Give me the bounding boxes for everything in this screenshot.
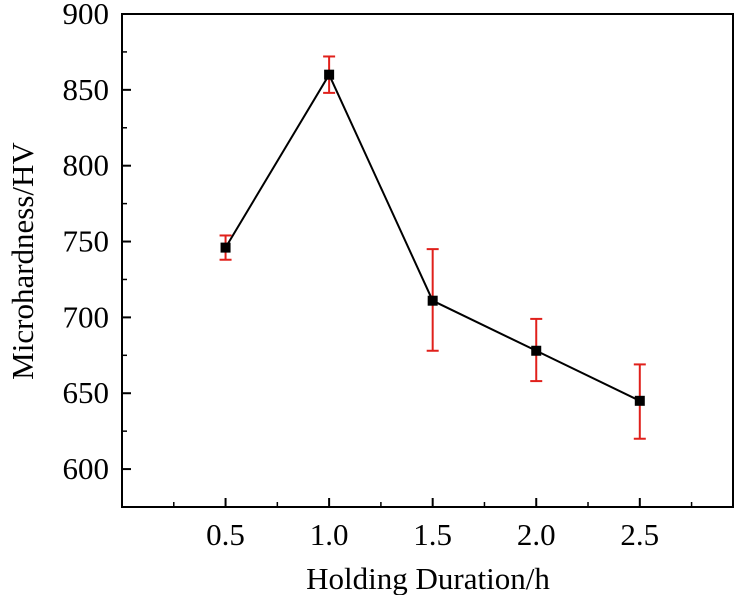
x-tick-label: 2.5 [620, 517, 659, 552]
x-axis-title: Holding Duration/h [306, 561, 550, 595]
y-tick-label: 800 [63, 148, 110, 183]
y-tick-label: 850 [63, 72, 110, 107]
x-tick-label: 1.5 [413, 517, 452, 552]
series-layer [219, 55, 646, 440]
x-tick-label: 1.0 [310, 517, 349, 552]
x-tick-label: 2.0 [517, 517, 556, 552]
y-tick-label: 600 [63, 451, 110, 486]
data-point [634, 395, 645, 406]
y-axis-title: Microhardness/HV [5, 142, 40, 380]
data-point [220, 242, 231, 253]
axes: 0.5 1.0 1.5 2.0 2.5 600 650 700 750 800 850 900 [63, 0, 734, 552]
data-point [531, 345, 542, 356]
y-tick-label: 650 [63, 375, 110, 410]
x-tick-label: 0.5 [206, 517, 245, 552]
y-tick-label: 750 [63, 224, 110, 259]
data-point [427, 295, 438, 306]
data-point [324, 69, 335, 80]
y-tick-label: 900 [63, 0, 110, 31]
y-tick-label: 700 [63, 299, 110, 334]
series-line [224, 72, 641, 402]
plot-frame [121, 13, 734, 508]
